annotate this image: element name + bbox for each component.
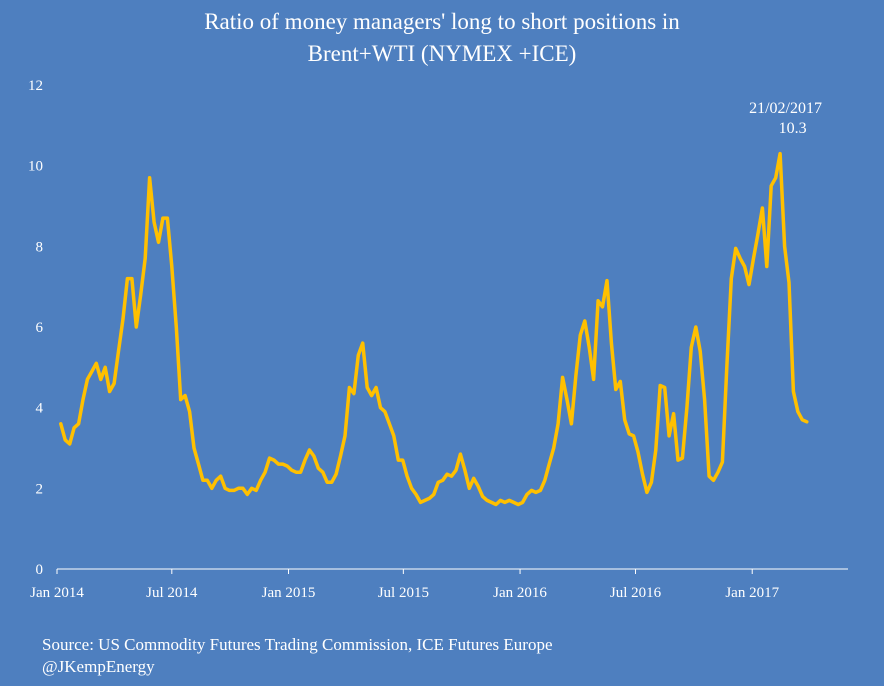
y-tick-label: 12: [28, 78, 43, 94]
y-tick-label: 8: [36, 239, 44, 255]
source-line: Source: US Commodity Futures Trading Com…: [42, 635, 553, 654]
x-tick-label: Jul 2014: [146, 585, 198, 601]
x-tick-label: Jan 2016: [493, 585, 547, 601]
annotation: 21/02/2017 10.3: [749, 100, 822, 137]
x-tick-label: Jan 2017: [725, 585, 779, 601]
annotation-label: 21/02/2017: [749, 100, 822, 117]
y-tick-label: 6: [36, 320, 44, 336]
y-tick-label: 10: [28, 159, 43, 175]
y-tick-label: 0: [36, 562, 44, 578]
x-tick-label: Jul 2015: [378, 585, 429, 601]
axes: 0 2 4 6 8 10 12 Jan 2014 Jul 2014 Jan 2015 Jul 201…: [28, 78, 848, 601]
chart-title-line-1: Ratio of money managers' long to short p…: [204, 9, 680, 34]
chart-title-line-2: Brent+WTI (NYMEX +ICE): [307, 41, 577, 66]
y-tick-label: 2: [36, 481, 44, 497]
x-tick-label: Jul 2016: [610, 585, 662, 601]
series-line: [59, 151, 809, 507]
annotation-label: 10.3: [779, 120, 807, 137]
author-handle: @JKempEnergy: [42, 657, 155, 676]
x-tick-label: Jan 2015: [262, 585, 316, 601]
y-tick-label: 4: [36, 401, 44, 417]
x-tick-label: Jan 2014: [30, 585, 84, 601]
chart-title: Ratio of money managers' long to short p…: [0, 6, 884, 70]
plot-area: [59, 151, 809, 507]
source-note: Source: US Commodity Futures Trading Com…: [42, 634, 553, 678]
